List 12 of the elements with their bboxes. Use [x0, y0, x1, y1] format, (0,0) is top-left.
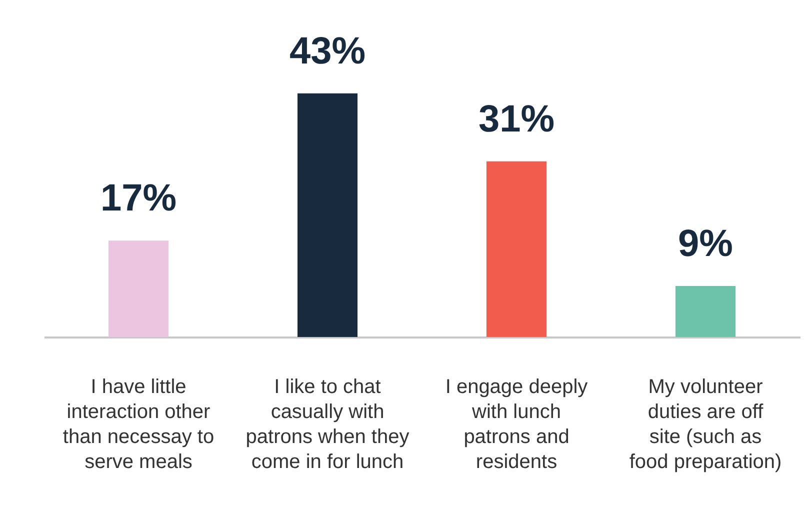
data-label: 31%	[478, 98, 555, 140]
bar	[486, 161, 546, 337]
bar	[108, 240, 168, 337]
data-label: 43%	[289, 30, 366, 72]
x-tick-label: I engage deeply with lunch patrons and residents	[445, 376, 588, 473]
bar	[298, 93, 358, 337]
x-tick-label: I have little interaction other than necessay to serve meals	[62, 376, 214, 473]
x-tick-label: My volunteer duties are off site (such as food preparation)	[629, 376, 782, 473]
x-tick-label: I like to chat casually with patrons when they come in for lunch	[246, 376, 410, 473]
data-label: 17%	[100, 178, 177, 220]
data-label: 9%	[678, 223, 733, 265]
bar	[676, 286, 736, 337]
